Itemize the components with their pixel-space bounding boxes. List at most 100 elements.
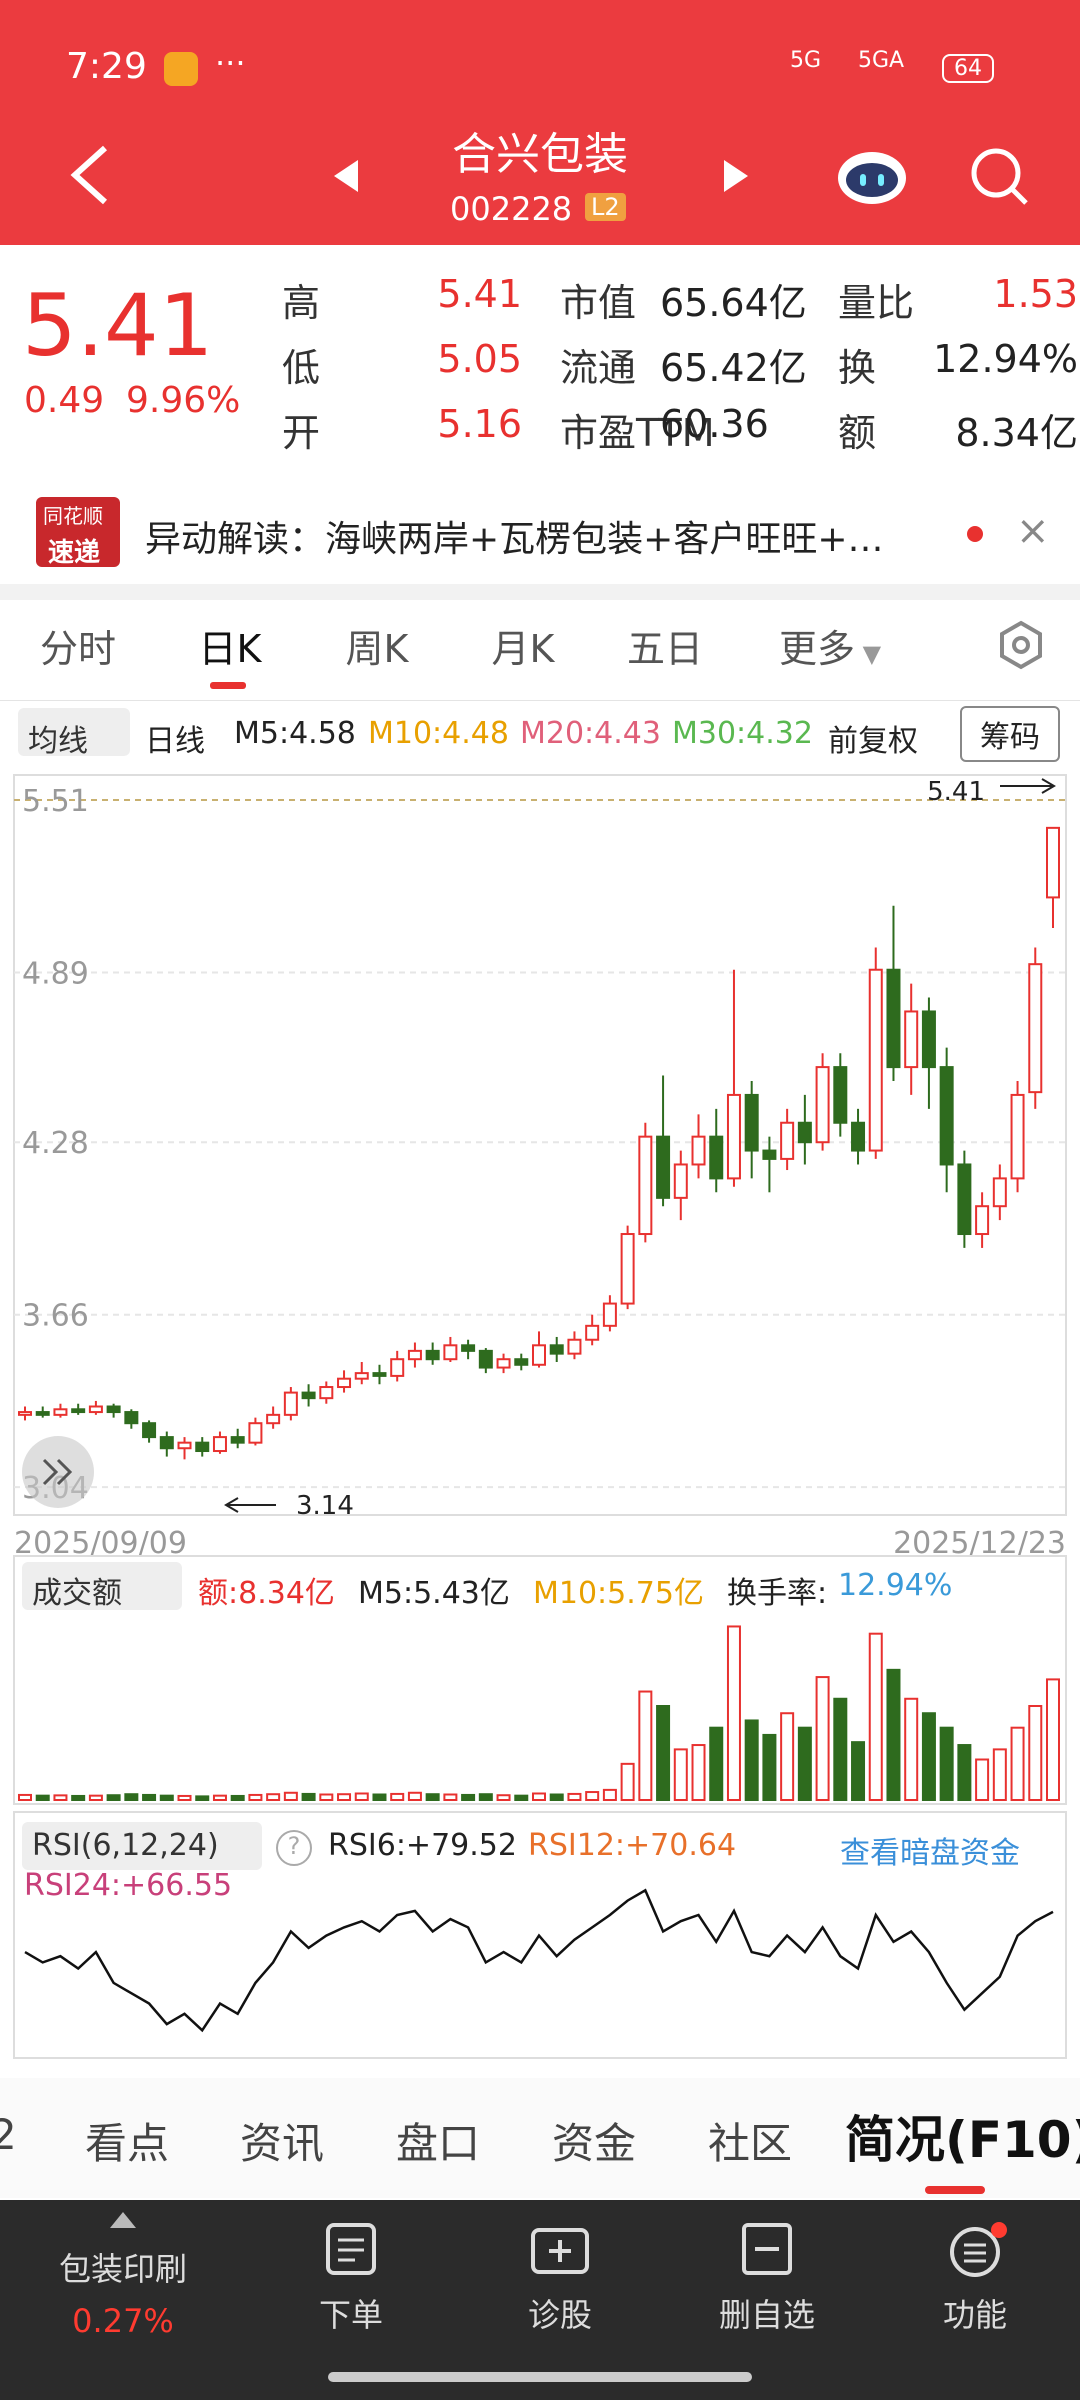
candle-body	[354, 1372, 369, 1380]
candle-body	[620, 1233, 635, 1305]
candle-body	[478, 1349, 493, 1369]
candle-body	[762, 1149, 777, 1160]
robot-icon[interactable]	[832, 140, 912, 210]
volume-bar	[230, 1794, 245, 1802]
candle-body	[88, 1405, 103, 1414]
candle-body	[549, 1344, 564, 1355]
bottom-tab[interactable]: 资讯	[240, 2119, 325, 2168]
candle-body	[461, 1344, 476, 1352]
volume-bar	[726, 1625, 741, 1802]
candle-body	[142, 1422, 157, 1439]
candle-body	[602, 1302, 617, 1327]
tab[interactable]: 周K	[345, 627, 409, 671]
adjust[interactable]: 前复权	[828, 724, 918, 759]
net1: 5G	[790, 48, 822, 73]
expand-icon	[42, 1458, 73, 1486]
volume-bar	[18, 1793, 32, 1802]
help-icon[interactable]: ?	[276, 1830, 312, 1866]
stat-value: 5.41	[437, 272, 522, 316]
bottom-tab[interactable]: 资金	[552, 2119, 637, 2168]
search-icon[interactable]	[968, 145, 1032, 209]
tab[interactable]: 月K	[491, 627, 555, 671]
next-stock[interactable]	[722, 158, 752, 194]
back-button[interactable]	[60, 140, 120, 210]
candle-body	[656, 1135, 671, 1199]
rsi6-label: RSI6:+79.52	[328, 1828, 517, 1863]
candle-body	[957, 1163, 972, 1236]
nav-item[interactable]: 诊股	[527, 2296, 593, 2334]
candle-body	[673, 1163, 688, 1199]
change-pct: 9.96%	[126, 380, 241, 421]
candle-body	[744, 1093, 759, 1152]
stat-label: 量比	[838, 281, 915, 325]
news-text[interactable]: 异动解读：海峡两岸+瓦楞包装+客户旺旺+…	[145, 519, 884, 560]
y-tick-label: 3.66	[22, 1299, 89, 1334]
candle-body	[567, 1338, 582, 1355]
volume-bar	[1010, 1726, 1025, 1801]
sector-name[interactable]: 包装印刷	[58, 2250, 188, 2288]
volume-bar	[709, 1726, 724, 1801]
candle-body	[939, 1066, 954, 1166]
nav-item[interactable]: 删自选	[718, 2296, 816, 2334]
volume-bar	[549, 1793, 564, 1802]
candle-body	[106, 1405, 121, 1414]
prev-stock[interactable]	[330, 158, 360, 194]
candle-body	[921, 1010, 936, 1069]
dark-pool-link[interactable]: 查看暗盘资金	[840, 1836, 1020, 1871]
bottom-tab-indicator	[925, 2186, 985, 2194]
remove-icon	[742, 2223, 792, 2275]
settings-icon[interactable]	[996, 620, 1046, 670]
candle-body	[726, 1093, 741, 1180]
charts: 5.514.894.283.663.042025/09/092025/12/23…	[13, 774, 1067, 2059]
candle-body	[425, 1349, 440, 1361]
nav-item[interactable]: 功能	[942, 2296, 1008, 2334]
tab[interactable]: 五日	[626, 627, 704, 671]
bottom-tab[interactable]: 简况(F10)	[845, 2111, 1080, 2169]
divider	[0, 700, 1080, 701]
rsi-select-box[interactable]	[22, 1822, 262, 1870]
net2: 5GA	[858, 48, 905, 73]
min-label: 3.14	[296, 1491, 354, 1521]
ma30: M30:4.32	[672, 716, 813, 751]
volume-bar	[567, 1792, 582, 1801]
vol-select: 成交额	[32, 1576, 122, 1611]
candle-body	[390, 1358, 405, 1377]
candle-body	[780, 1121, 795, 1160]
chips-button[interactable]: 筹码	[960, 706, 1060, 762]
bottom-tab[interactable]: 盘口	[396, 2119, 481, 2168]
candle-body	[71, 1408, 86, 1414]
volume-bar	[177, 1794, 192, 1802]
volume-bar	[248, 1793, 263, 1802]
news-badge-top: 同花顺	[43, 504, 103, 528]
nav-item[interactable]: 下单	[318, 2296, 384, 2334]
rsi-panel	[13, 1811, 1067, 2059]
volume-bar	[212, 1794, 227, 1801]
tab[interactable]: 更多 ▼	[778, 627, 882, 671]
bottom-tab[interactable]: 社区	[708, 2119, 793, 2168]
stat-value: 12.94%	[933, 337, 1078, 381]
y-tick-label: 4.28	[22, 1126, 89, 1161]
volume-bar	[1028, 1705, 1043, 1801]
tab[interactable]: 分时	[39, 627, 117, 671]
vol-select-box[interactable]	[22, 1562, 182, 1610]
volume-bar	[283, 1791, 298, 1802]
ma20: M20:4.43	[520, 716, 661, 751]
tab[interactable]: 日K	[198, 627, 262, 671]
bottom-tab[interactable]: 看点	[85, 2119, 170, 2168]
nav-bar	[0, 2200, 1080, 2400]
bottom-tab[interactable]: 2	[0, 2110, 17, 2159]
candle-body	[709, 1135, 724, 1180]
change: 0.49	[24, 380, 105, 421]
candle-body	[514, 1358, 529, 1366]
stat-label: 高	[282, 281, 321, 325]
candle-body	[1028, 963, 1043, 1094]
candle-body	[372, 1372, 387, 1377]
status-more: ···	[215, 44, 246, 82]
volume-bar	[301, 1792, 316, 1801]
candle-body	[319, 1386, 334, 1400]
vol-amount: 额:8.34亿	[198, 1576, 335, 1611]
ma-select-box[interactable]	[18, 708, 130, 756]
news-close[interactable]: ×	[1016, 508, 1050, 554]
candle-body	[337, 1377, 352, 1389]
volume-bar	[461, 1793, 476, 1802]
